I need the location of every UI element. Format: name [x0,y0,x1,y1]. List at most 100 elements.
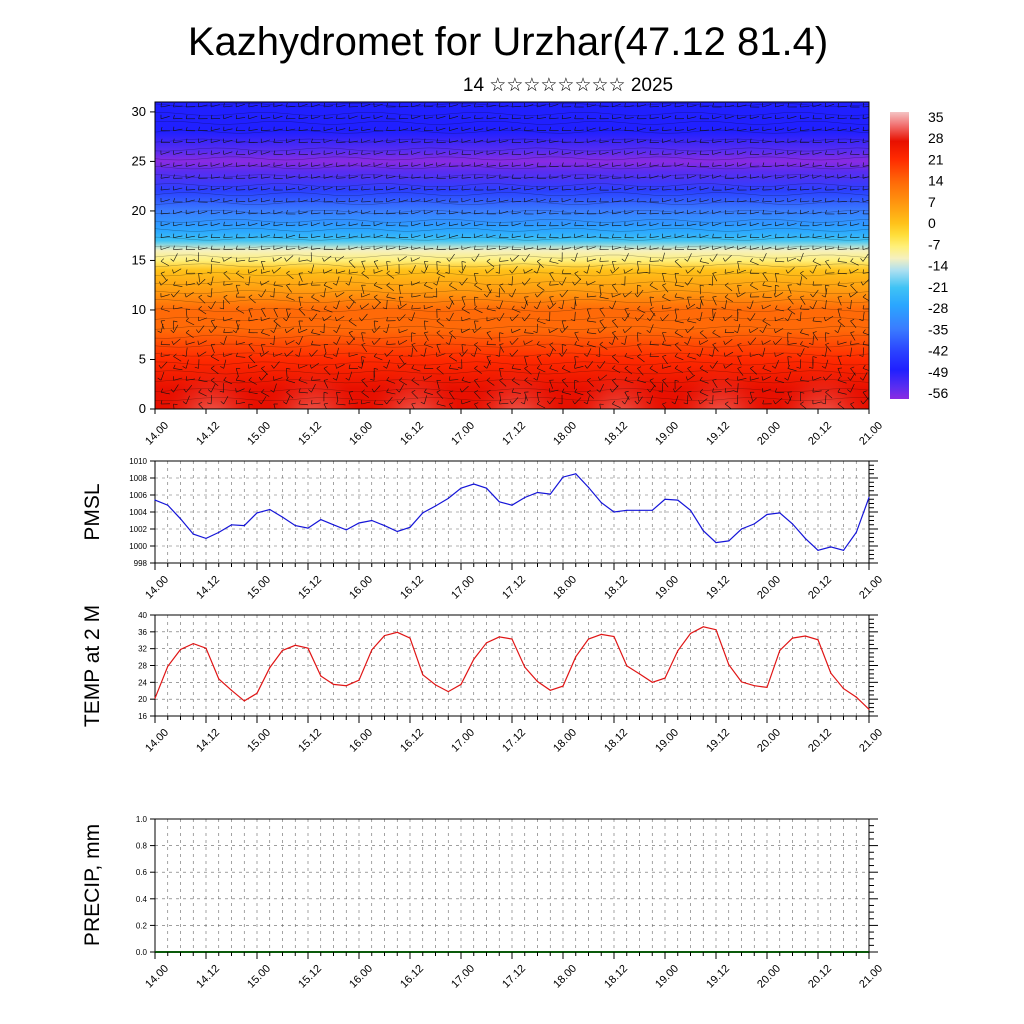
wind-barb-flag [235,388,237,393]
wind-barb [725,140,735,143]
wind-barb [762,340,771,345]
wind-barb [712,236,722,238]
wind-barb [399,141,409,143]
wind-barb-flag [436,330,441,333]
ytick-label: 0.6 [136,868,148,877]
data-point [779,649,781,652]
wind-barb-flag [698,340,701,345]
wind-barb [762,116,772,120]
wind-barb [699,296,704,306]
wind-barb [461,246,471,250]
wind-barb [286,350,294,357]
wind-barb [198,139,208,143]
wind-barb [536,290,544,298]
wind-barb [399,106,409,108]
wind-barb [587,295,597,298]
wind-barb [649,324,654,333]
wind-barb-flag [762,162,765,167]
wind-barb [236,201,246,203]
wind-barb [311,153,321,155]
wind-barb-flag [724,198,727,203]
wind-barb-flag [709,365,713,369]
data-point [230,689,233,691]
wind-barb-flag [597,365,601,369]
wind-barb-flag [185,269,188,274]
heatmap-xtick-label: 15.00 [245,420,273,448]
wind-barb [223,199,233,203]
wind-barb [336,188,346,191]
wind-barb [712,344,719,352]
wind-barb-flag [708,354,713,357]
wind-barb-flag [608,342,613,345]
wind-barb [323,236,333,238]
wind-barb-flag [223,174,225,179]
wind-barb-flag [561,138,564,143]
wind-barb [348,129,359,131]
wind-barb [185,308,188,318]
wind-barb-flag [860,281,864,286]
wind-barb-flag [323,402,328,405]
heatmap-xtick-label: 21.00 [857,420,885,448]
wind-barb-flag [461,150,464,155]
wind-barb-flag [436,270,440,274]
wind-barb-flag [346,341,350,345]
wind-barb-flag [800,198,802,203]
data-point [638,509,641,511]
wind-barb [286,308,289,318]
wind-barb [211,140,220,143]
wind-barb [211,163,220,167]
wind-barb [474,284,483,291]
wind-barb [649,384,656,393]
wind-barb [198,380,208,383]
wind-barb-flag [311,376,313,381]
wind-barb [775,200,785,203]
wind-barb-flag [160,305,164,310]
wind-barb-flag [474,365,478,369]
wind-barb-flag [248,403,253,406]
wind-barb [499,177,509,179]
wind-barb-flag [461,186,463,191]
wind-barb-flag [511,245,514,250]
wind-barb [687,116,697,120]
wind-barb-flag [486,340,489,345]
wind-barb-flag [198,126,200,131]
wind-barb [273,164,283,167]
wind-barb-flag [223,328,225,333]
wind-barb [825,373,832,381]
wind-barb [411,307,421,310]
colorbar-label: -42 [928,343,948,359]
wind-barb [236,164,246,167]
wind-barb-flag [812,356,817,358]
wind-barb-flag [499,377,504,381]
wind-barb [649,368,658,374]
wind-barb [374,213,384,215]
wind-barb-flag [160,388,164,393]
wind-barb-flag [773,293,776,298]
wind-barb-flag [724,282,729,286]
wind-barb-flag [185,317,190,322]
wind-barb [511,266,518,274]
wind-barb-flag [396,389,400,393]
wind-barb-flag [486,162,488,167]
wind-barb [524,236,534,238]
wind-barb-flag [837,245,840,250]
wind-barb-flag [862,233,865,238]
wind-barb [649,236,659,238]
wind-barb-flag [286,210,288,214]
wind-barb-flag [298,233,301,238]
wind-barb-flag [796,258,801,262]
wind-barb [649,380,657,388]
wind-barb-flag [460,328,463,333]
wind-barb [624,268,633,274]
wind-barb [837,224,847,227]
wind-barb-flag [559,353,563,357]
wind-barb [862,188,869,191]
wind-barb-flag [561,162,564,167]
wind-barb [248,164,258,167]
wind-barb-flag [862,364,866,369]
wind-barb [724,351,734,357]
wind-barb [160,279,169,286]
wind-barb-flag [210,209,212,214]
wind-barb [236,141,246,143]
wind-barb [737,223,747,227]
